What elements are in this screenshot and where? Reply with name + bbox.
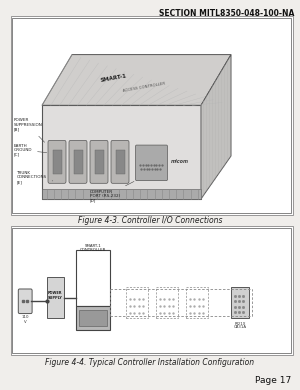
FancyBboxPatch shape xyxy=(18,289,32,314)
Text: Figure 4-4. Typical Controller Installation Configuration: Figure 4-4. Typical Controller Installat… xyxy=(45,358,255,367)
FancyBboxPatch shape xyxy=(90,140,108,183)
Text: POWER
SUPPLY: POWER SUPPLY xyxy=(48,291,63,300)
Bar xyxy=(186,287,208,318)
Bar xyxy=(94,150,103,174)
Bar xyxy=(126,287,148,318)
Bar xyxy=(42,189,201,199)
Bar xyxy=(11,16,292,214)
Bar xyxy=(12,18,291,213)
Bar xyxy=(11,226,292,355)
Text: micom: micom xyxy=(171,160,189,164)
Text: COMPUTER
PORT (RS-232)
[D]: COMPUTER PORT (RS-232) [D] xyxy=(90,181,134,203)
Text: 110
V: 110 V xyxy=(22,315,29,324)
Bar xyxy=(52,150,62,174)
Polygon shape xyxy=(42,55,231,105)
Text: RJ21X: RJ21X xyxy=(234,322,246,326)
FancyBboxPatch shape xyxy=(48,140,66,183)
Text: SMART-1
CONTROLLER: SMART-1 CONTROLLER xyxy=(80,244,106,252)
Text: TRUNK
CONNECTIONS
[E]: TRUNK CONNECTIONS [E] xyxy=(16,171,53,184)
Bar xyxy=(231,287,249,318)
Bar xyxy=(46,277,64,318)
Text: ACCESS CONTROLLER: ACCESS CONTROLLER xyxy=(122,82,166,94)
Polygon shape xyxy=(201,55,231,199)
Text: SECTION MITL8350-048-100-NA: SECTION MITL8350-048-100-NA xyxy=(159,9,294,18)
Bar xyxy=(79,310,107,326)
Bar xyxy=(156,287,178,318)
Text: CA31A: CA31A xyxy=(233,325,247,329)
Bar xyxy=(74,150,82,174)
Bar xyxy=(76,306,110,330)
Text: POWER
SUPPRESSION
[B]: POWER SUPPRESSION [B] xyxy=(14,118,45,142)
Text: SMART-1: SMART-1 xyxy=(100,73,127,83)
Bar xyxy=(12,228,291,353)
Text: Page 17: Page 17 xyxy=(255,376,291,385)
Bar xyxy=(76,250,110,306)
Text: EARTH
GROUND
[C]: EARTH GROUND [C] xyxy=(14,144,47,157)
FancyBboxPatch shape xyxy=(136,145,167,181)
FancyBboxPatch shape xyxy=(111,140,129,183)
Bar xyxy=(116,150,124,174)
Polygon shape xyxy=(42,105,201,199)
FancyBboxPatch shape xyxy=(69,140,87,183)
Text: Figure 4-3. Controller I/O Connections: Figure 4-3. Controller I/O Connections xyxy=(78,216,222,225)
